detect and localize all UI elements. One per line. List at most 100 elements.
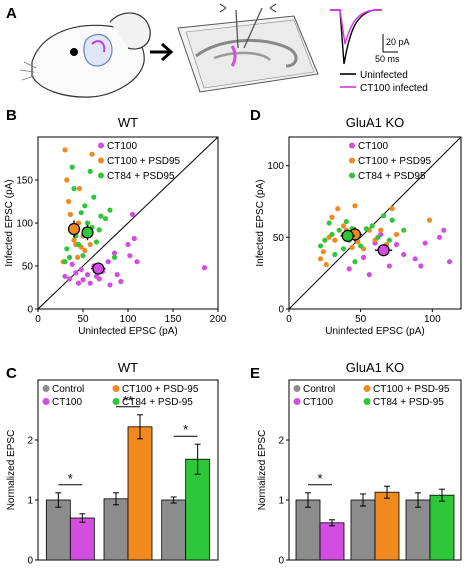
mean-marker — [92, 262, 105, 275]
legend-label: CT100 — [303, 397, 333, 408]
data-point — [111, 250, 118, 256]
bar — [161, 499, 187, 561]
data-point — [87, 280, 93, 286]
legend-label: CT100 — [107, 141, 137, 152]
data-point — [131, 235, 137, 242]
data-point — [332, 237, 338, 243]
y-tick-label: 100 — [267, 161, 284, 172]
bar-chart-wt: WT 0 1 2 Normalized EPSC Control CT100 CT100 + … — [6, 360, 219, 567]
data-point — [75, 280, 82, 286]
data-point — [441, 227, 447, 233]
data-point — [69, 261, 75, 267]
x-tick-label: 150 — [165, 314, 182, 325]
data-point — [422, 240, 428, 246]
x-tick-label: 0 — [35, 314, 41, 325]
mouse-eye — [70, 48, 78, 56]
data-point — [369, 223, 375, 229]
x-tick-label: 100 — [424, 314, 441, 325]
data-point — [360, 254, 367, 260]
y-tick-label: 2 — [278, 436, 284, 447]
legend-label: CT100 — [358, 141, 388, 152]
legend-label: CT100 + PSD95 — [107, 156, 181, 167]
data-point — [107, 282, 113, 288]
data-point — [96, 227, 102, 233]
data-point — [82, 247, 88, 254]
data-point — [352, 259, 358, 265]
y-tick-label: 2 — [27, 436, 33, 447]
legend-marker — [98, 157, 104, 164]
y-tick-label: 100 — [16, 219, 33, 230]
data-point — [66, 276, 73, 282]
x-axis-label: Uninfected EPSC (pA) — [78, 326, 178, 337]
data-point — [78, 266, 84, 273]
data-point — [96, 276, 102, 282]
mean-marker — [341, 229, 354, 242]
data-point — [62, 259, 68, 265]
data-point — [107, 207, 113, 213]
legend-label: CT84 + PSD-95 — [122, 397, 193, 408]
bar — [185, 458, 211, 561]
legend-label: Control — [52, 384, 84, 395]
legend-label: CT100 + PSD-95 — [373, 384, 450, 395]
data-point — [127, 253, 133, 259]
data-point — [446, 259, 453, 265]
significance-marker: * — [183, 422, 188, 437]
data-point — [134, 259, 140, 265]
data-point — [98, 213, 104, 219]
y-axis-label: Infected EPSC (pA) — [4, 179, 15, 266]
y-tick-label: 1 — [278, 496, 284, 507]
data-point — [87, 168, 93, 174]
y-tick-label: 1 — [27, 496, 33, 507]
data-point — [389, 206, 395, 212]
legend-marker — [98, 172, 104, 179]
panel-a: A — [6, 3, 428, 98]
data-point — [71, 237, 77, 243]
mouse-illustration — [19, 12, 151, 98]
scale-bar-pa-label: 20 pA — [386, 37, 410, 47]
bar — [319, 522, 345, 561]
data-point — [329, 231, 335, 238]
legend-marker — [363, 398, 371, 405]
data-point — [363, 226, 369, 232]
data-point — [87, 241, 93, 248]
legend-label: CT100 + PSD-95 — [122, 384, 199, 395]
data-point — [75, 254, 81, 260]
data-point — [201, 265, 208, 271]
chart-title: GluA1 KO — [346, 115, 405, 130]
bar — [374, 491, 400, 561]
data-point — [393, 231, 400, 238]
data-point — [386, 237, 392, 243]
significance-marker: * — [317, 471, 322, 486]
data-point — [389, 217, 395, 223]
data-point — [426, 217, 433, 223]
chart-title: GluA1 KO — [346, 360, 405, 375]
data-point — [386, 263, 392, 269]
y-tick-label: 0 — [27, 556, 33, 567]
legend-marker — [349, 172, 355, 179]
identity-line — [288, 136, 462, 310]
data-point — [329, 214, 335, 220]
data-point — [67, 211, 73, 217]
data-point — [89, 151, 95, 157]
x-tick-label: 50 — [77, 314, 89, 325]
x-tick-label: 50 — [355, 314, 367, 325]
legend-marker — [112, 385, 120, 392]
data-point — [71, 186, 77, 192]
bar-chart-glua1-ko: GluA1 KO 0 1 2 Normalized EPSC Control CT100 CT… — [257, 360, 462, 567]
data-point — [343, 218, 349, 225]
y-axis-label: Normalized EPSC — [257, 430, 268, 511]
y-tick-label: 0 — [278, 556, 284, 567]
bar — [405, 499, 431, 561]
data-point — [125, 241, 131, 248]
legend-label: CT100 — [52, 397, 82, 408]
data-point — [340, 246, 347, 252]
y-tick-label: 0 — [278, 305, 284, 316]
legend-marker — [293, 398, 301, 405]
data-point — [436, 234, 443, 240]
significance-marker: ** — [123, 393, 133, 408]
right-arrow-icon — [150, 42, 174, 62]
legend-label: CT100 + PSD95 — [358, 156, 432, 167]
